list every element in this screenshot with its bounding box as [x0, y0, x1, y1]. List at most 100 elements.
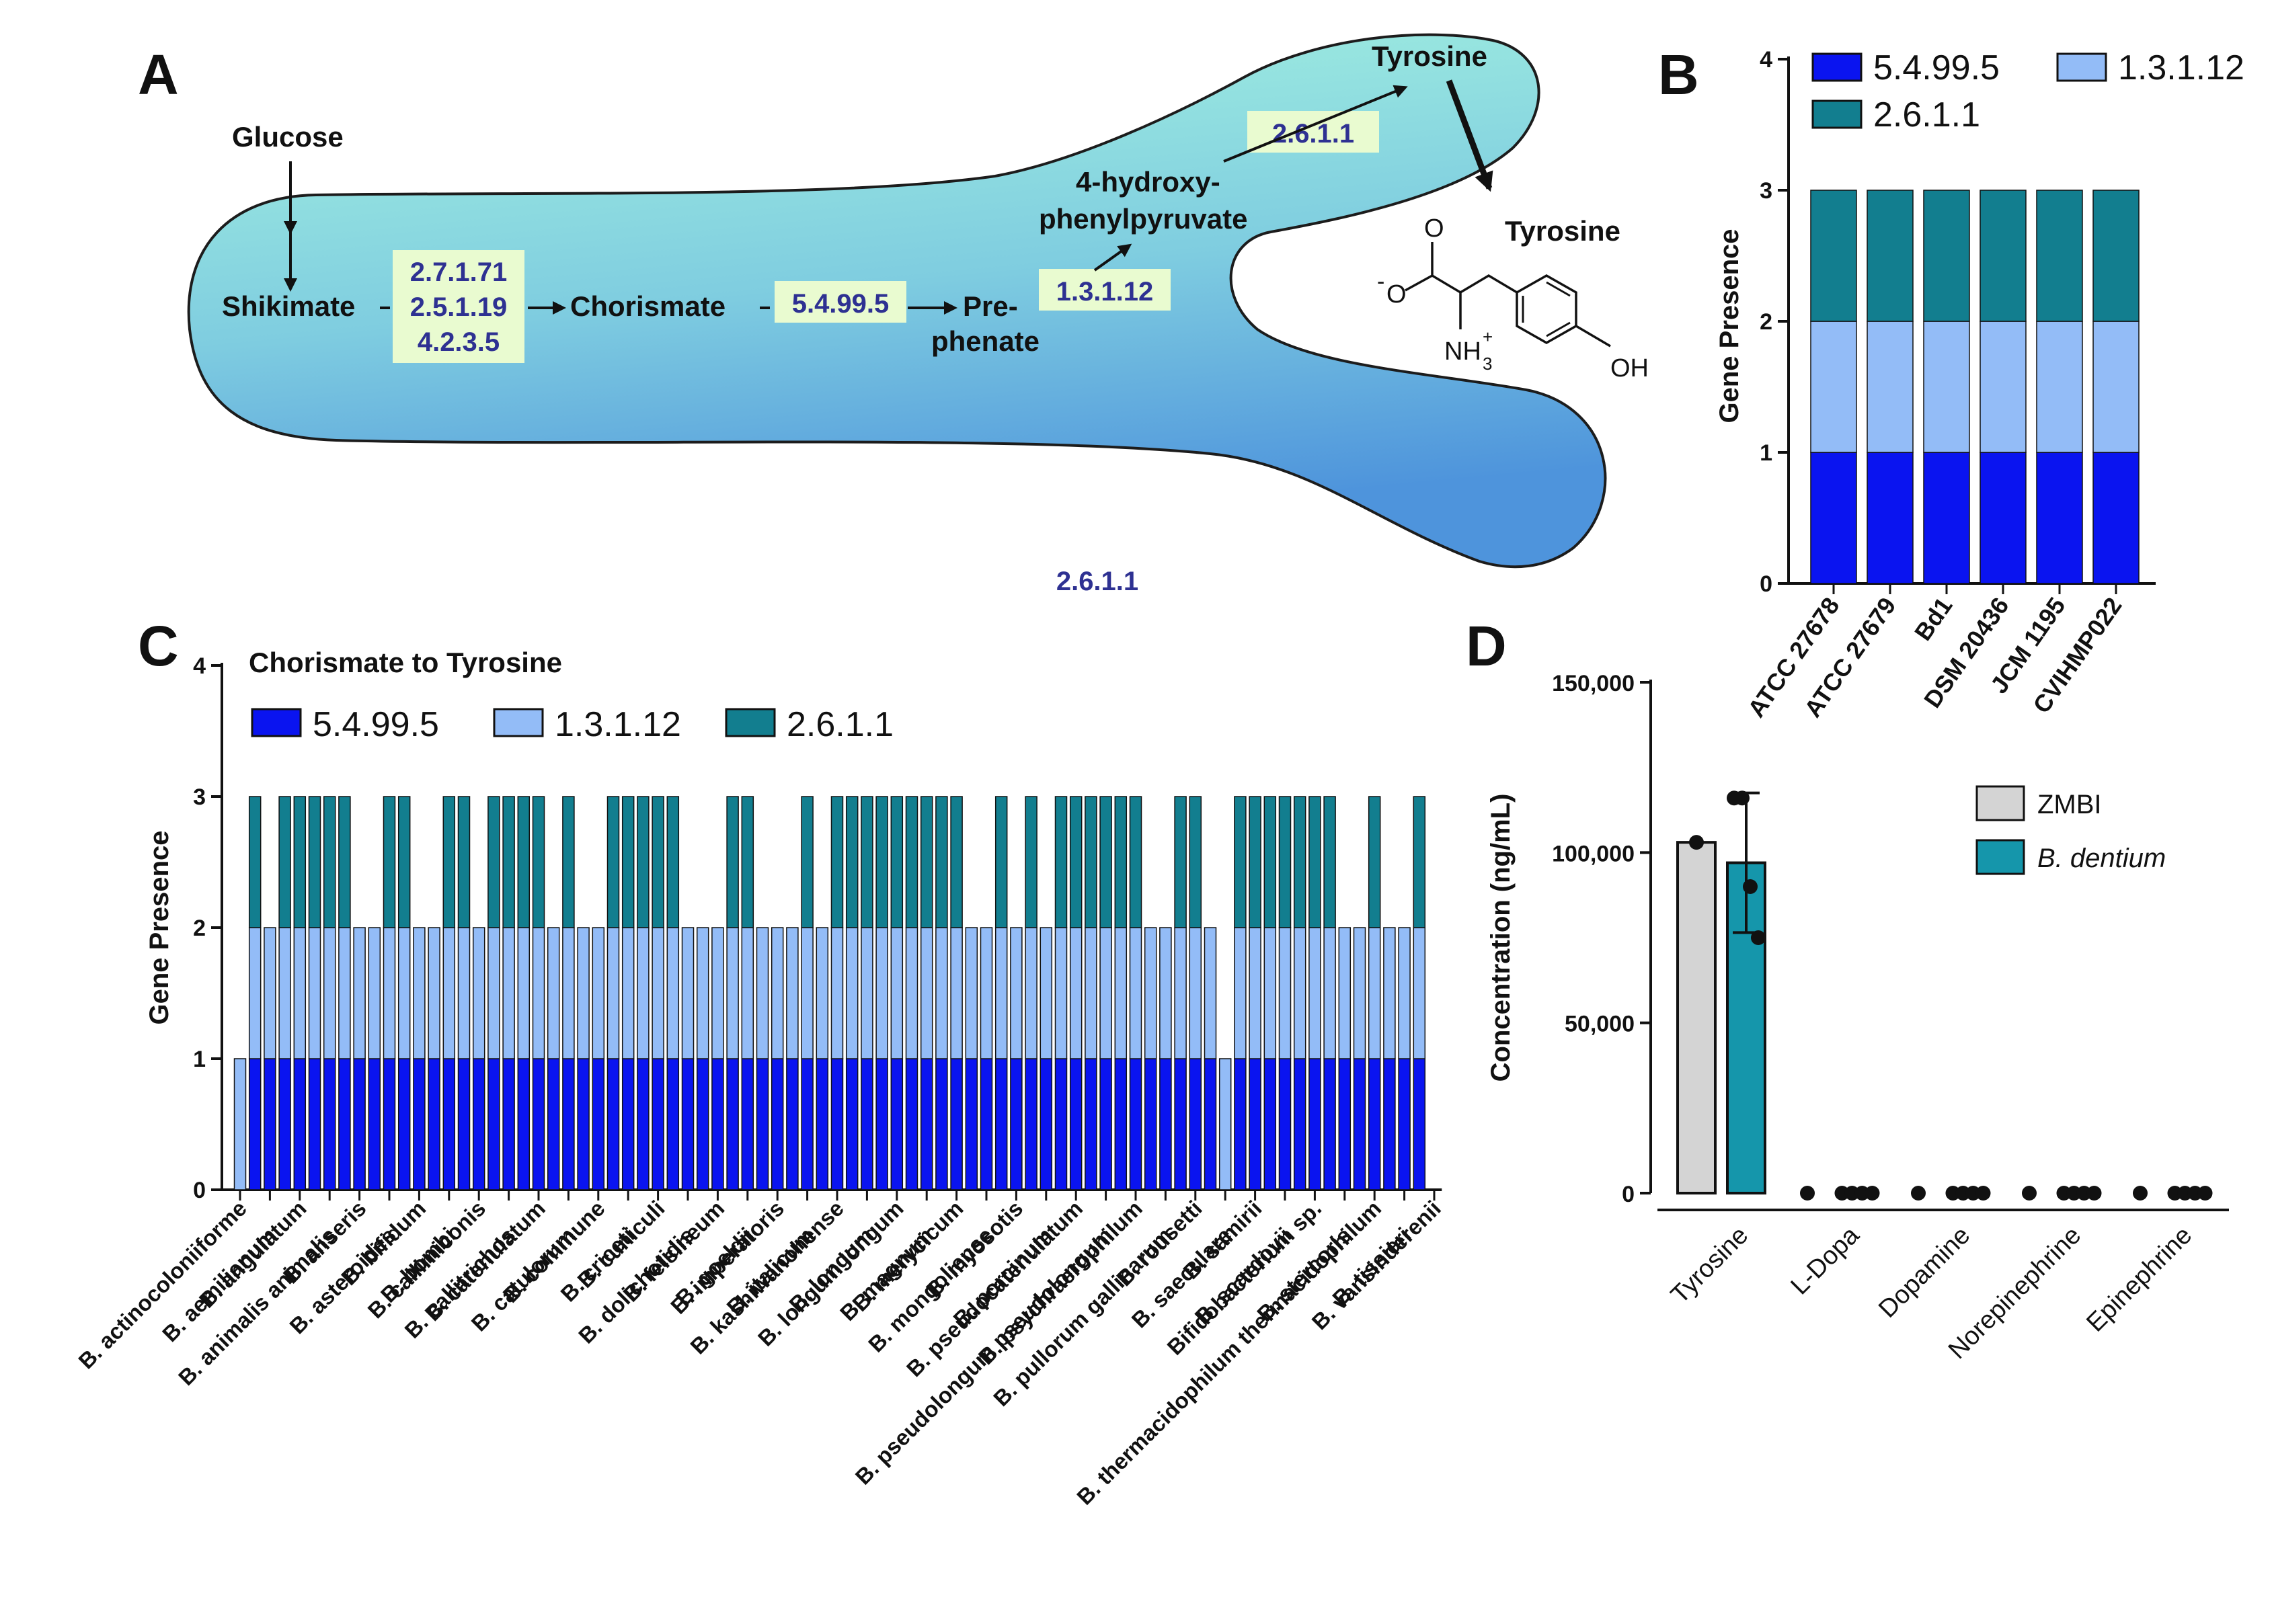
hpp-label-2: phenylpyruvate: [1039, 203, 1247, 235]
panel-d: D ZMBI B. dentium Concentration (ng/mL) …: [1466, 614, 2229, 1365]
legend-c: 5.4.99.5 1.3.1.12 2.6.1.1: [251, 705, 894, 744]
bar-segment-1-3-1-12: [1204, 927, 1217, 1059]
data-point: [1865, 1186, 1880, 1201]
arrow-to-hpp: [1093, 243, 1132, 272]
bar-segment-2-6-1-1: [1413, 796, 1426, 928]
bar-segment-2-6-1-1: [383, 796, 396, 928]
bar-segment-5-4-99-5: [1398, 1058, 1411, 1190]
bar-segment-5-4-99-5: [980, 1058, 993, 1190]
bar-segment-1-3-1-12: [264, 927, 276, 1059]
legend-c-label-5-4-99-5: 5.4.99.5: [313, 705, 439, 744]
structure-hydroxyl: OH: [1610, 354, 1649, 382]
enzyme-4-2-3-5: 4.2.3.5: [418, 327, 500, 357]
bar-segment-5-4-99-5: [472, 1058, 485, 1190]
bar-segment-5-4-99-5: [1308, 1058, 1321, 1190]
bar-segment-5-4-99-5: [323, 1058, 336, 1190]
enzyme-2-6-1-1-bottom: 2.6.1.1: [1056, 567, 1138, 596]
bar-segment-1-3-1-12: [1054, 927, 1068, 1059]
bar-segment-2-6-1-1: [1263, 796, 1277, 928]
c-chart-title: Chorismate to Tyrosine: [249, 647, 562, 678]
bar-segment-1-3-1-12: [786, 927, 799, 1059]
data-point: [1975, 1186, 1991, 1201]
bar-segment-5-4-99-5: [308, 1058, 321, 1190]
enzyme-1-3-1-12: 1.3.1.12: [1056, 277, 1154, 307]
bar-segment-5-4-99-5: [726, 1058, 739, 1190]
bar-segment-2-6-1-1: [1025, 796, 1037, 928]
y-tick-label: 150,000: [1552, 671, 1635, 696]
y-tick-label: 100,000: [1552, 841, 1635, 866]
bar-segment-5-4-99-5: [1204, 1058, 1217, 1190]
bar-segment-1-3-1-12: [681, 927, 695, 1059]
panel-c-label: C: [138, 614, 179, 678]
bar-segment-1-3-1-12: [457, 927, 471, 1059]
panel-b: B 5.4.99.5 1.3.1.12 2.6.1.1 Gene Presenc…: [1658, 43, 2244, 722]
bar-segment-2-6-1-1: [248, 796, 262, 928]
bar-segment-2-6-1-1: [1114, 796, 1128, 928]
bar-segment-1-3-1-12: [726, 927, 739, 1059]
bar-segment-1-3-1-12: [1114, 927, 1128, 1059]
bar-segment-1-3-1-12: [935, 927, 948, 1059]
legend-c-label-2-6-1-1: 2.6.1.1: [787, 705, 894, 744]
arrow-tyrosine-export: [1446, 79, 1493, 192]
bar-segment-5-4-99-5: [592, 1058, 605, 1190]
bar-segment-5-4-99-5: [502, 1058, 515, 1190]
prephenate-label-1: Pre-: [963, 290, 1018, 322]
bar-segment-5-4-99-5: [428, 1058, 440, 1190]
bar-segment-5-4-99-5: [801, 1058, 814, 1190]
y-tick-label: 2: [193, 916, 206, 941]
legend-b-label-5-4-99-5: 5.4.99.5: [1873, 48, 2000, 87]
bar-zmbi: [1676, 841, 1717, 1194]
bar-segment-1-3-1-12: [756, 927, 769, 1059]
bar-segment-5-4-99-5: [1099, 1058, 1112, 1190]
bar-segment-2-6-1-1: [1129, 796, 1142, 928]
bar-segment-2-6-1-1: [741, 796, 754, 928]
bar-segment-5-4-99-5: [666, 1058, 680, 1190]
bar-segment-1-3-1-12: [801, 927, 814, 1059]
bar-segment-2-6-1-1: [278, 796, 291, 928]
bar-segment-1-3-1-12: [1144, 927, 1157, 1059]
bar-segment-5-4-99-5: [1085, 1058, 1097, 1190]
bar-segment-2-6-1-1: [1368, 796, 1381, 928]
tyrosine-in-cell-label: Tyrosine: [1372, 40, 1487, 72]
bar-segment-1-3-1-12: [442, 927, 456, 1059]
bar-segment-2-6-1-1: [652, 796, 664, 928]
y-tick-label: 4: [1760, 47, 1772, 73]
legend-c-label-1-3-1-12: 1.3.1.12: [555, 705, 681, 744]
bar-segment-1-3-1-12: [1413, 927, 1426, 1059]
bar-segment-5-4-99-5: [547, 1058, 560, 1190]
bar-segment-2-6-1-1: [861, 796, 873, 928]
structure-oxygen-minus: O: [1386, 280, 1407, 309]
legend-b-swatch-2-6-1-1: [1811, 99, 1863, 129]
bar-segment-1-3-1-12: [1323, 927, 1336, 1059]
bar-segment-2-6-1-1: [323, 796, 336, 928]
bar-segment-5-4-99-5: [830, 1058, 844, 1190]
bar-segment-5-4-99-5: [1159, 1058, 1172, 1190]
bar-segment-2-6-1-1: [1867, 190, 1914, 322]
bar-segment-5-4-99-5: [457, 1058, 471, 1190]
bar-segment-5-4-99-5: [816, 1058, 829, 1190]
bar-segment-2-6-1-1: [1099, 796, 1112, 928]
bar-segment-5-4-99-5: [383, 1058, 396, 1190]
bar-segment-2-6-1-1: [1069, 796, 1083, 928]
y-tick-label: 4: [193, 653, 206, 679]
bar-segment-5-4-99-5: [338, 1058, 351, 1190]
bar-segment-1-3-1-12: [696, 927, 709, 1059]
panel-a: A Glucose Shikimate 2.7.1.71 2.5.1.19 4.…: [138, 33, 1649, 596]
bar-segment-1-3-1-12: [1293, 927, 1306, 1059]
bar-segment-5-4-99-5: [1189, 1058, 1202, 1190]
bar-segment-2-6-1-1: [890, 796, 904, 928]
prephenate-label-2: phenate: [931, 325, 1040, 357]
bar-segment-5-4-99-5: [1263, 1058, 1277, 1190]
bar-segment-1-3-1-12: [666, 927, 680, 1059]
bar-segment-1-3-1-12: [1308, 927, 1321, 1059]
bar-segment-1-3-1-12: [487, 927, 500, 1059]
bar-segment-5-4-99-5: [637, 1058, 650, 1190]
bar-segment-5-4-99-5: [1114, 1058, 1128, 1190]
bar-segment-1-3-1-12: [1174, 927, 1187, 1059]
bar-segment-5-4-99-5: [413, 1058, 426, 1190]
bar-segment-1-3-1-12: [1867, 321, 1914, 453]
bar-segment-5-4-99-5: [1040, 1058, 1053, 1190]
bar-segment-1-3-1-12: [472, 927, 485, 1059]
structure-minus-sign: -: [1377, 269, 1384, 294]
